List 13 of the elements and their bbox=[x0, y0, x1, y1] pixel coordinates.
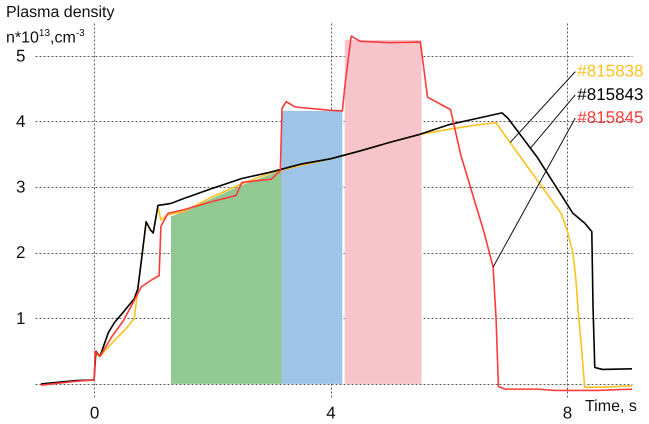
y-tick-label: 4 bbox=[16, 112, 26, 131]
annotation: #815843 bbox=[577, 84, 644, 104]
x-tick-label: 4 bbox=[326, 404, 336, 422]
y-axis-title: Plasma density n*10$^{13}$,cm$^{-3}$ bbox=[6, 3, 114, 48]
y-tick-label: 2 bbox=[16, 243, 26, 262]
y-tick-label: 3 bbox=[16, 178, 26, 197]
annotation: #815845 bbox=[577, 108, 644, 127]
x-axis-title: Time, s bbox=[585, 398, 637, 416]
x-tick-label: 0 bbox=[90, 404, 100, 422]
annotation: #815838 bbox=[577, 62, 644, 81]
x-tick-label: 8 bbox=[562, 404, 572, 422]
y-tick-label: 1 bbox=[16, 308, 26, 328]
y-tick-label: 5 bbox=[16, 46, 26, 66]
